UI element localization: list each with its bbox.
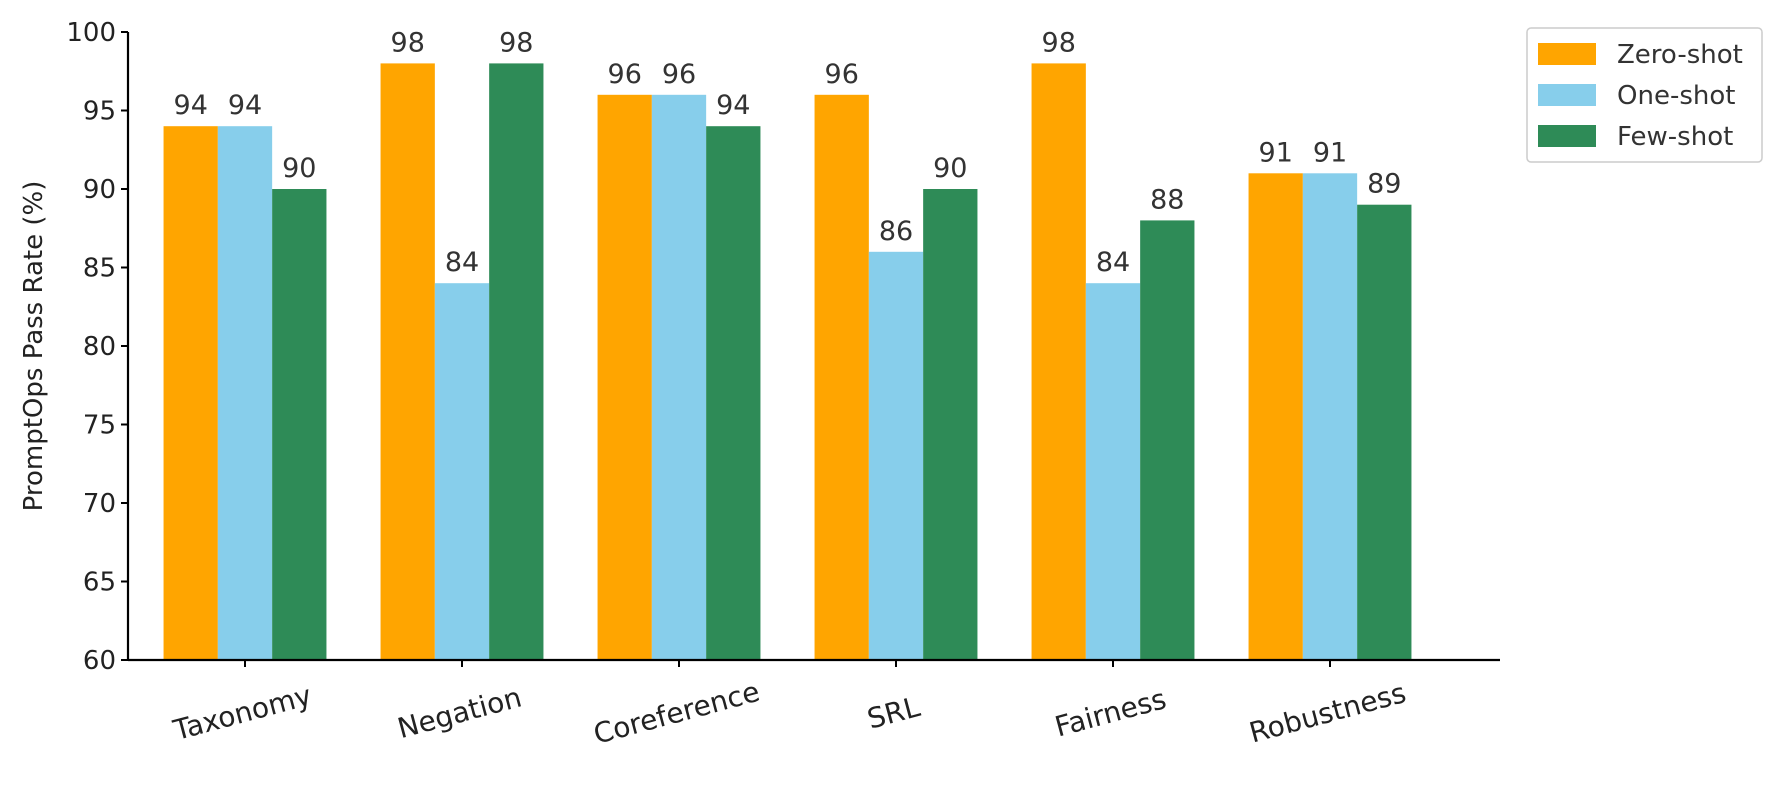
bar-fairness-one-shot: [1085, 283, 1141, 660]
bar-coreference-zero-shot: [597, 94, 652, 661]
legend-swatch-zero-shot: [1538, 43, 1596, 65]
x-tick-label: Coreference: [590, 675, 763, 751]
data-label-taxonomy-one-shot: 94: [228, 90, 262, 121]
y-tick-label: 95: [83, 97, 116, 127]
bar-robustness-few-shot: [1357, 204, 1412, 660]
legend-label-zero-shot: Zero-shot: [1617, 40, 1743, 70]
y-tick-label: 85: [83, 254, 116, 284]
data-label-coreference-zero-shot: 96: [608, 59, 642, 90]
y-tick-label: 60: [83, 646, 116, 676]
legend-label-few-shot: Few-shot: [1617, 122, 1733, 152]
bar-negation-few-shot: [489, 63, 544, 660]
data-label-fairness-few-shot: 88: [1150, 184, 1184, 215]
data-label-coreference-one-shot: 96: [662, 59, 696, 90]
bar-taxonomy-few-shot: [272, 189, 327, 660]
y-tick-label: 90: [83, 175, 116, 205]
y-axis-title-group: PromptOps Pass Rate (%): [19, 181, 49, 512]
data-label-fairness-one-shot: 84: [1096, 247, 1130, 278]
legend-label-one-shot: One-shot: [1617, 81, 1735, 111]
bar-robustness-one-shot: [1302, 173, 1358, 661]
data-label-taxonomy-few-shot: 90: [282, 153, 316, 184]
y-tick-label: 65: [83, 568, 116, 598]
bar-taxonomy-zero-shot: [163, 126, 218, 660]
legend-swatch-one-shot: [1538, 84, 1596, 106]
bar-srl-one-shot: [868, 251, 924, 661]
bar-negation-zero-shot: [380, 63, 435, 660]
data-label-srl-one-shot: 86: [879, 216, 913, 247]
bar-srl-few-shot: [923, 189, 978, 660]
data-label-fairness-zero-shot: 98: [1042, 27, 1076, 58]
bars: [163, 63, 1412, 661]
y-tick-label: 75: [83, 411, 116, 441]
bar-fairness-few-shot: [1140, 220, 1195, 660]
y-tick-label: 80: [83, 332, 116, 362]
x-tick-label: Negation: [394, 680, 525, 745]
data-label-robustness-few-shot: 89: [1367, 169, 1401, 200]
y-tick-label: 70: [83, 489, 116, 519]
data-label-negation-zero-shot: 98: [391, 27, 425, 58]
data-label-taxonomy-zero-shot: 94: [174, 90, 208, 121]
data-label-robustness-one-shot: 91: [1313, 137, 1347, 168]
bar-robustness-zero-shot: [1248, 173, 1303, 661]
x-tick-label: Robustness: [1246, 676, 1410, 749]
bar-coreference-few-shot: [706, 126, 761, 660]
bar-negation-one-shot: [434, 283, 490, 660]
data-label-srl-zero-shot: 96: [825, 59, 859, 90]
x-tick-label: SRL: [864, 690, 924, 736]
data-label-srl-few-shot: 90: [933, 153, 967, 184]
y-axis-title: PromptOps Pass Rate (%): [19, 181, 49, 512]
bar-fairness-zero-shot: [1031, 63, 1086, 660]
data-label-negation-few-shot: 98: [499, 27, 533, 58]
data-label-robustness-zero-shot: 91: [1259, 137, 1293, 168]
legend: Zero-shot One-shot Few-shot: [1526, 27, 1763, 163]
y-tick-label: 100: [66, 18, 116, 48]
bar-taxonomy-one-shot: [217, 126, 273, 660]
data-label-negation-one-shot: 84: [445, 247, 479, 278]
x-tick-label: Taxonomy: [169, 679, 315, 748]
legend-swatch-few-shot: [1538, 125, 1596, 147]
bar-coreference-one-shot: [651, 94, 707, 661]
data-label-coreference-few-shot: 94: [716, 90, 750, 121]
x-tick-label: Fairness: [1051, 682, 1169, 743]
data-labels: 94 94 90 98 84 98 96 96 94 96 86 90 98 84 88 91 91 89: [174, 27, 1402, 278]
bar-srl-zero-shot: [814, 94, 869, 661]
